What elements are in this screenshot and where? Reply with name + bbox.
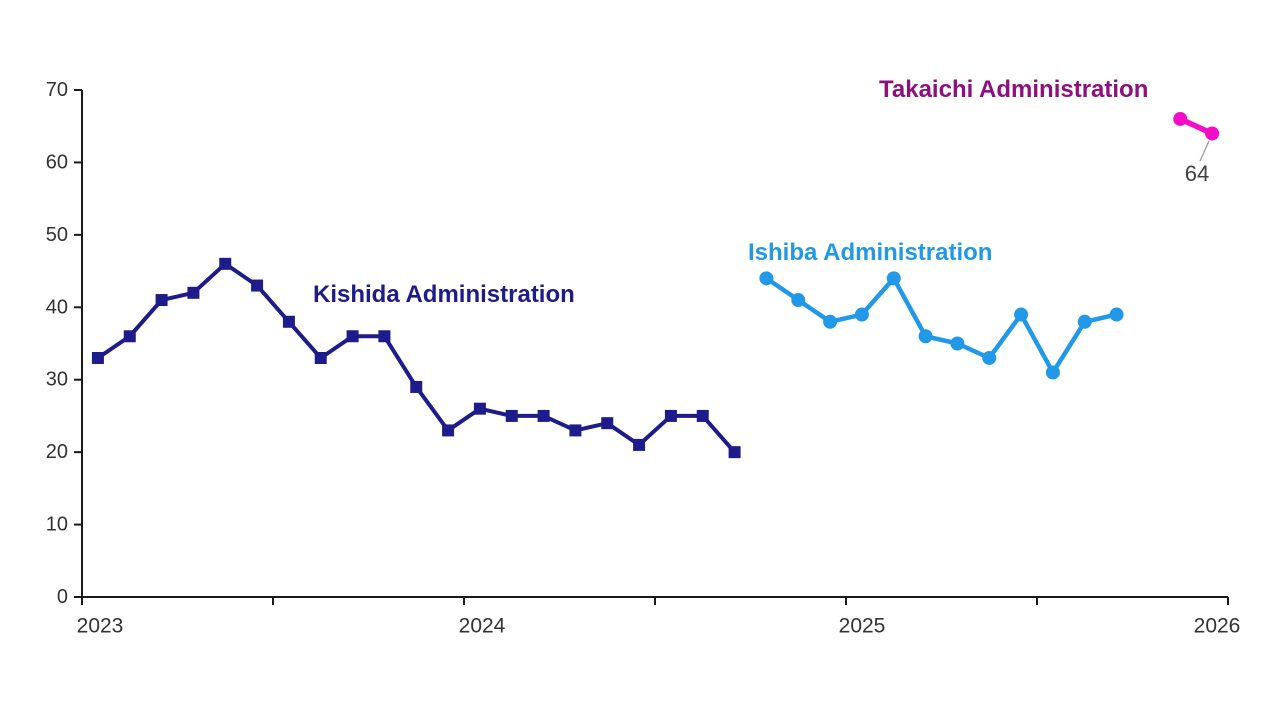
series-marker-1 [823, 314, 838, 329]
y-axis-tick-label: 20 [46, 441, 68, 463]
series-marker-0 [473, 402, 486, 415]
y-axis-tick-label: 0 [57, 586, 68, 608]
series-marker-0 [91, 351, 104, 364]
series-marker-0 [155, 294, 168, 307]
y-axis-tick-label: 40 [46, 296, 68, 318]
series-marker-1 [1045, 365, 1060, 380]
series-marker-0 [314, 351, 327, 364]
ishiba-administration-label: Ishiba Administration [748, 239, 993, 266]
data-point-value-label: 64 [1184, 161, 1210, 186]
series-marker-0 [378, 330, 391, 343]
series-line-1 [764, 276, 1119, 375]
series-marker-0 [601, 417, 614, 430]
series-marker-0 [442, 424, 455, 437]
series-marker-0 [537, 409, 550, 422]
x-axis-year-label: 2023 [77, 615, 124, 638]
series-marker-0 [123, 330, 136, 343]
series-marker-0 [346, 330, 359, 343]
series-marker-0 [633, 438, 646, 451]
series-marker-0 [410, 380, 423, 393]
series-marker-1 [918, 329, 933, 344]
series-marker-0 [251, 279, 264, 292]
series-marker-2 [1173, 111, 1188, 126]
series-marker-0 [505, 409, 518, 422]
x-axis-year-label: 2024 [459, 615, 506, 638]
kishida-administration-label: Kishida Administration [313, 281, 575, 308]
series-marker-0 [696, 409, 709, 422]
series-marker-1 [982, 350, 997, 365]
series-marker-1 [886, 271, 901, 286]
takaichi-administration-label: Takaichi Administration [879, 76, 1149, 103]
series-marker-0 [728, 446, 741, 459]
series-marker-1 [791, 293, 806, 308]
x-axis-year-label: 2025 [839, 615, 886, 638]
y-axis-tick-label: 30 [46, 369, 68, 391]
annotation-leader-line [1199, 140, 1210, 162]
series-marker-0 [219, 257, 232, 270]
y-axis-tick-label: 50 [46, 224, 68, 246]
series-marker-1 [1077, 314, 1092, 329]
series-marker-1 [1014, 307, 1029, 322]
series-marker-1 [759, 271, 774, 286]
x-axis-year-label: 2026 [1194, 615, 1241, 638]
series-marker-0 [187, 286, 200, 299]
y-axis-tick-label: 10 [46, 514, 68, 536]
series-marker-1 [854, 307, 869, 322]
axis-spines [81, 90, 1228, 598]
series-marker-0 [569, 424, 582, 437]
y-axis-tick-label: 60 [46, 151, 68, 173]
series-marker-1 [950, 336, 965, 351]
y-axis-tick-label: 70 [46, 79, 68, 101]
series-marker-1 [1109, 307, 1124, 322]
series-marker-0 [664, 409, 677, 422]
series-marker-2 [1205, 126, 1220, 141]
series-marker-0 [282, 315, 295, 328]
